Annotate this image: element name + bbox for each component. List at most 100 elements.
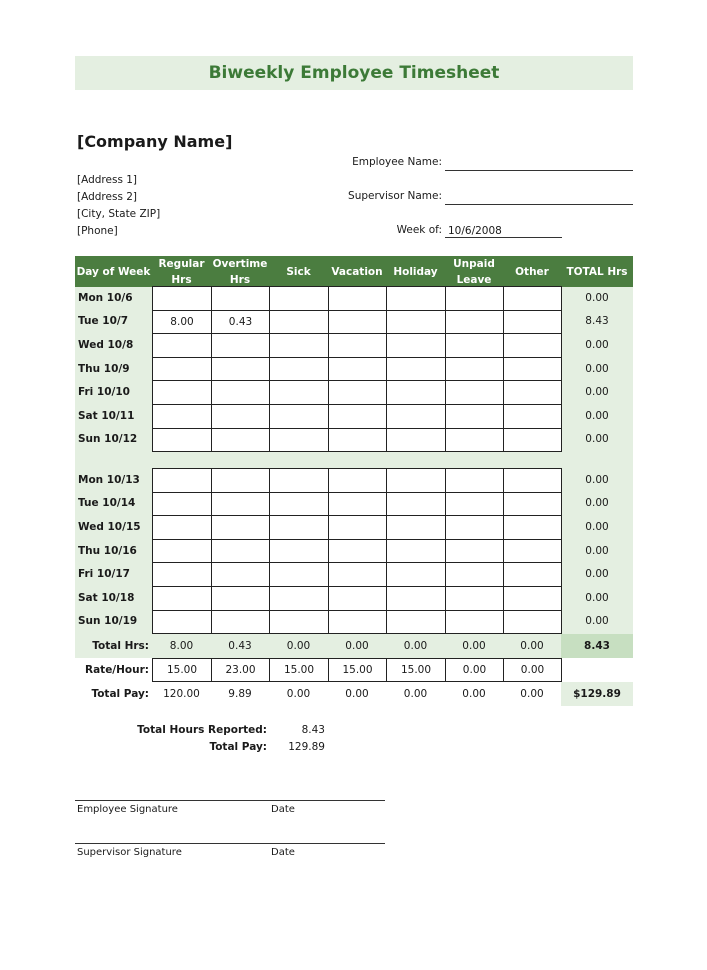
hours-input-cell[interactable] (152, 333, 212, 358)
hours-input-cell[interactable] (211, 333, 270, 358)
hours-input-cell[interactable] (445, 333, 504, 358)
hours-input-cell[interactable] (328, 333, 387, 358)
hours-input-cell[interactable] (328, 609, 387, 635)
hours-input-cell[interactable] (386, 538, 446, 564)
hours-input-cell[interactable] (445, 427, 504, 453)
hours-input-cell[interactable] (445, 380, 504, 405)
hours-input-cell[interactable] (152, 609, 212, 635)
hours-input-cell[interactable] (269, 309, 329, 335)
hours-input-cell[interactable] (445, 586, 504, 611)
hours-input-cell[interactable] (328, 468, 387, 493)
hours-input-cell[interactable] (386, 380, 446, 405)
hours-input-cell[interactable] (445, 562, 504, 587)
hours-input-cell[interactable] (269, 404, 329, 429)
hours-input-cell[interactable] (211, 380, 270, 405)
hours-input-cell[interactable] (328, 491, 387, 517)
employee-signature-line[interactable] (75, 800, 385, 801)
hours-input-cell[interactable] (269, 538, 329, 564)
hours-input-cell[interactable] (152, 427, 212, 453)
hours-input-cell[interactable] (269, 333, 329, 358)
hours-input-cell[interactable] (328, 562, 387, 587)
hours-input-cell[interactable] (386, 427, 446, 453)
hours-input-cell[interactable] (328, 356, 387, 382)
hours-input-cell[interactable] (503, 404, 562, 429)
hours-input-cell[interactable] (328, 404, 387, 429)
hours-input-cell[interactable] (386, 356, 446, 382)
hours-input-cell[interactable] (269, 586, 329, 611)
hours-input-cell[interactable] (386, 491, 446, 517)
hours-input-cell[interactable] (328, 515, 387, 540)
hours-input-cell[interactable] (386, 586, 446, 611)
hours-input-cell[interactable] (445, 286, 504, 311)
hours-input-cell[interactable] (269, 356, 329, 382)
hours-input-cell[interactable] (152, 562, 212, 587)
hours-input-cell[interactable] (386, 468, 446, 493)
hours-input-cell[interactable] (269, 468, 329, 493)
hours-input-cell[interactable] (152, 404, 212, 429)
hours-input-cell[interactable] (445, 468, 504, 493)
company-name[interactable]: [Company Name] (77, 132, 233, 151)
hours-input-cell[interactable] (386, 333, 446, 358)
hours-input-cell[interactable] (211, 468, 270, 493)
hours-input-cell[interactable] (269, 286, 329, 311)
hours-input-cell[interactable] (503, 356, 562, 382)
hours-input-cell[interactable] (503, 468, 562, 493)
hours-input-cell[interactable] (211, 562, 270, 587)
address-2[interactable]: [Address 2] (77, 191, 138, 203)
hours-input-cell[interactable] (269, 609, 329, 635)
hours-input-cell[interactable] (152, 491, 212, 517)
hours-input-cell[interactable] (503, 309, 562, 335)
hours-input-cell[interactable] (445, 538, 504, 564)
hours-input-cell[interactable] (328, 427, 387, 453)
employee-name-field[interactable] (445, 158, 633, 171)
hours-input-cell[interactable] (269, 427, 329, 453)
city-state-zip[interactable]: [City, State ZIP] (77, 208, 161, 220)
rate-input-cell[interactable]: 15.00 (386, 658, 446, 682)
rate-input-cell[interactable]: 15.00 (269, 658, 329, 682)
hours-input-cell[interactable] (386, 562, 446, 587)
hours-input-cell[interactable] (503, 427, 562, 453)
hours-input-cell[interactable] (503, 609, 562, 635)
hours-input-cell[interactable] (211, 586, 270, 611)
hours-input-cell[interactable] (152, 468, 212, 493)
hours-input-cell[interactable] (503, 491, 562, 517)
hours-input-cell[interactable] (386, 404, 446, 429)
hours-input-cell[interactable] (211, 404, 270, 429)
hours-input-cell[interactable] (328, 286, 387, 311)
hours-input-cell[interactable] (386, 286, 446, 311)
hours-input-cell[interactable]: 0.43 (211, 309, 270, 335)
hours-input-cell[interactable] (211, 427, 270, 453)
hours-input-cell[interactable] (445, 515, 504, 540)
hours-input-cell[interactable] (211, 609, 270, 635)
hours-input-cell[interactable] (152, 515, 212, 540)
address-1[interactable]: [Address 1] (77, 174, 138, 186)
hours-input-cell[interactable] (211, 491, 270, 517)
hours-input-cell[interactable] (328, 586, 387, 611)
hours-input-cell[interactable] (152, 380, 212, 405)
hours-input-cell[interactable] (503, 515, 562, 540)
rate-input-cell[interactable]: 0.00 (503, 658, 562, 682)
hours-input-cell[interactable] (269, 491, 329, 517)
hours-input-cell[interactable] (386, 515, 446, 540)
hours-input-cell[interactable] (328, 309, 387, 335)
hours-input-cell[interactable] (503, 380, 562, 405)
hours-input-cell[interactable] (445, 309, 504, 335)
supervisor-signature-line[interactable] (75, 843, 385, 844)
hours-input-cell[interactable] (503, 286, 562, 311)
hours-input-cell[interactable]: 8.00 (152, 309, 212, 335)
hours-input-cell[interactable] (328, 380, 387, 405)
rate-input-cell[interactable]: 23.00 (211, 658, 270, 682)
hours-input-cell[interactable] (211, 515, 270, 540)
hours-input-cell[interactable] (269, 380, 329, 405)
hours-input-cell[interactable] (152, 586, 212, 611)
phone[interactable]: [Phone] (77, 225, 118, 237)
hours-input-cell[interactable] (211, 286, 270, 311)
week-of-field[interactable]: 10/6/2008 (445, 225, 562, 238)
hours-input-cell[interactable] (445, 609, 504, 635)
hours-input-cell[interactable] (152, 286, 212, 311)
hours-input-cell[interactable] (211, 356, 270, 382)
hours-input-cell[interactable] (386, 309, 446, 335)
hours-input-cell[interactable] (445, 404, 504, 429)
hours-input-cell[interactable] (503, 586, 562, 611)
hours-input-cell[interactable] (503, 333, 562, 358)
